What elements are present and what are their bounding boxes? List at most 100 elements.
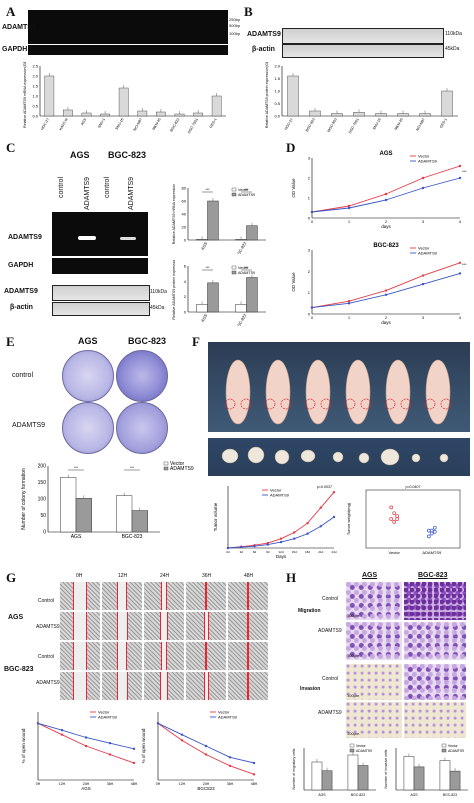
data-point bbox=[156, 722, 160, 725]
sig-label: *** bbox=[205, 266, 210, 270]
data-point bbox=[204, 744, 208, 748]
data-point bbox=[306, 532, 309, 535]
x-axis-label: BGC823 bbox=[197, 786, 215, 791]
panel-h-img-4 bbox=[404, 622, 466, 660]
panel-c-actin bbox=[52, 302, 150, 316]
x-tick-label: AGS bbox=[318, 793, 326, 797]
legend-swatch bbox=[163, 466, 169, 471]
x-tick-label: 24H bbox=[83, 782, 90, 786]
panel-g-wound-image bbox=[186, 642, 226, 670]
data-point bbox=[240, 545, 243, 549]
panel-g-col-48h: 48H bbox=[244, 573, 254, 579]
data-point bbox=[421, 176, 425, 180]
data-point bbox=[332, 515, 336, 519]
x-tick-label: 2 bbox=[385, 315, 388, 320]
x-tick-label: 1 bbox=[348, 315, 351, 320]
x-tick-label: 2 bbox=[385, 219, 388, 224]
data-point bbox=[347, 300, 351, 303]
sig-label: *** bbox=[205, 188, 210, 192]
data-point bbox=[429, 531, 434, 536]
panel-h-img-8 bbox=[404, 702, 466, 738]
data-point bbox=[60, 728, 64, 732]
y-tick-label: 0 bbox=[308, 312, 311, 317]
data-point bbox=[84, 744, 88, 748]
legend-swatch bbox=[231, 192, 237, 197]
panel-h-row-3: Control bbox=[322, 676, 339, 682]
panel-h-row-1: Control bbox=[322, 596, 339, 602]
y-axis-label: Number of invasive cells bbox=[384, 749, 388, 788]
legend-label: ADAMTS9 bbox=[238, 193, 255, 197]
panel-g-chart-ags: 0H 12H 24H 36H 48H AGS % of open wound VectorAD… bbox=[21, 710, 138, 792]
data-point bbox=[60, 733, 64, 736]
panel-h-img-1 bbox=[346, 582, 402, 620]
panel-a-gapdh-label: GAPDH bbox=[2, 46, 28, 53]
y-tick-label: 2.0 bbox=[32, 74, 38, 79]
sig-label: *** bbox=[244, 266, 249, 270]
panel-f-mice-drawing bbox=[224, 359, 452, 425]
bar bbox=[211, 95, 222, 117]
bar-adamts9 bbox=[75, 498, 92, 533]
legend-swatch bbox=[349, 743, 355, 748]
y-axis-label: Relative ADAMTS9 mRNA expression bbox=[172, 184, 176, 245]
data-point bbox=[228, 756, 232, 759]
panel-h-row-2: ADAMTS9 bbox=[318, 628, 342, 634]
series-line-vector bbox=[311, 262, 461, 309]
bar-adamts9 bbox=[449, 770, 461, 791]
data-point bbox=[252, 761, 256, 765]
y-tick-label: 1.0 bbox=[32, 94, 38, 99]
series-line-vector bbox=[311, 165, 461, 213]
y-tick-label: 0.0 bbox=[274, 114, 280, 119]
panel-h-img-2 bbox=[404, 582, 466, 620]
bar-adamts9 bbox=[321, 770, 333, 791]
panel-g-wound-edge bbox=[160, 672, 168, 700]
panel-c-wb-label: ADAMTS9 bbox=[4, 288, 38, 295]
legend-label: Vector bbox=[418, 246, 430, 251]
bar-vector bbox=[235, 304, 247, 313]
series-line-vector bbox=[37, 722, 135, 764]
sig-label: *** bbox=[74, 466, 79, 470]
panel-b-blot-adamts9 bbox=[282, 28, 444, 44]
data-point bbox=[432, 525, 437, 530]
data-point bbox=[426, 528, 431, 533]
x-tick-label: 12H bbox=[179, 782, 186, 786]
data-point bbox=[306, 522, 309, 525]
y-axis-label: Tumor volume bbox=[213, 502, 218, 531]
data-point bbox=[384, 192, 388, 196]
x-tick-label: SGC-7901 bbox=[348, 118, 360, 135]
panel-g-wound-image bbox=[228, 642, 268, 670]
bar-vector bbox=[403, 756, 415, 791]
panel-a-bp-2: 500bp bbox=[229, 23, 241, 28]
x-tick-label: BGC-823 bbox=[443, 793, 457, 797]
legend-label: ADAMTS9 bbox=[356, 749, 372, 753]
y-tick-label: 2 bbox=[184, 294, 187, 299]
panel-e-dish-1 bbox=[62, 350, 114, 402]
panel-g-wound-image bbox=[102, 612, 142, 640]
panel-b-actin-label: β-actin bbox=[252, 46, 275, 53]
panel-g-wound-edge bbox=[73, 612, 87, 640]
panel-h-img-3 bbox=[346, 622, 402, 660]
panel-h-scale-3: 100μm bbox=[347, 693, 360, 698]
panel-c-band-1 bbox=[78, 236, 96, 240]
plot-frame bbox=[365, 489, 461, 549]
data-point bbox=[228, 764, 232, 768]
x-tick-label: ADAMTS9 bbox=[422, 550, 442, 555]
x-axis-label: AGS bbox=[81, 786, 91, 791]
legend-label: ADAMTS9 bbox=[418, 251, 438, 256]
legend-swatch bbox=[441, 743, 447, 748]
data-point bbox=[384, 293, 388, 296]
panel-e-dish-4 bbox=[116, 402, 168, 454]
panel-a-bp-3: 100bp bbox=[229, 31, 241, 36]
y-tick-label: 40 bbox=[182, 212, 187, 217]
panel-c-gapdh-label: GAPDH bbox=[8, 262, 34, 269]
y-tick-label: 0 bbox=[43, 530, 46, 536]
panel-g-wound-edge bbox=[247, 642, 249, 670]
y-tick-label: 2 bbox=[308, 269, 311, 274]
x-tick-label: 0H bbox=[36, 782, 41, 786]
legend-label: Vector bbox=[238, 188, 249, 192]
x-axis-label: days bbox=[381, 320, 391, 325]
panel-g-row-3: Control bbox=[38, 654, 55, 660]
panel-g-wound-edge bbox=[247, 582, 249, 610]
data-point bbox=[347, 206, 351, 210]
data-point bbox=[279, 537, 283, 540]
panel-h-section-invasion: Invasion bbox=[300, 686, 321, 692]
